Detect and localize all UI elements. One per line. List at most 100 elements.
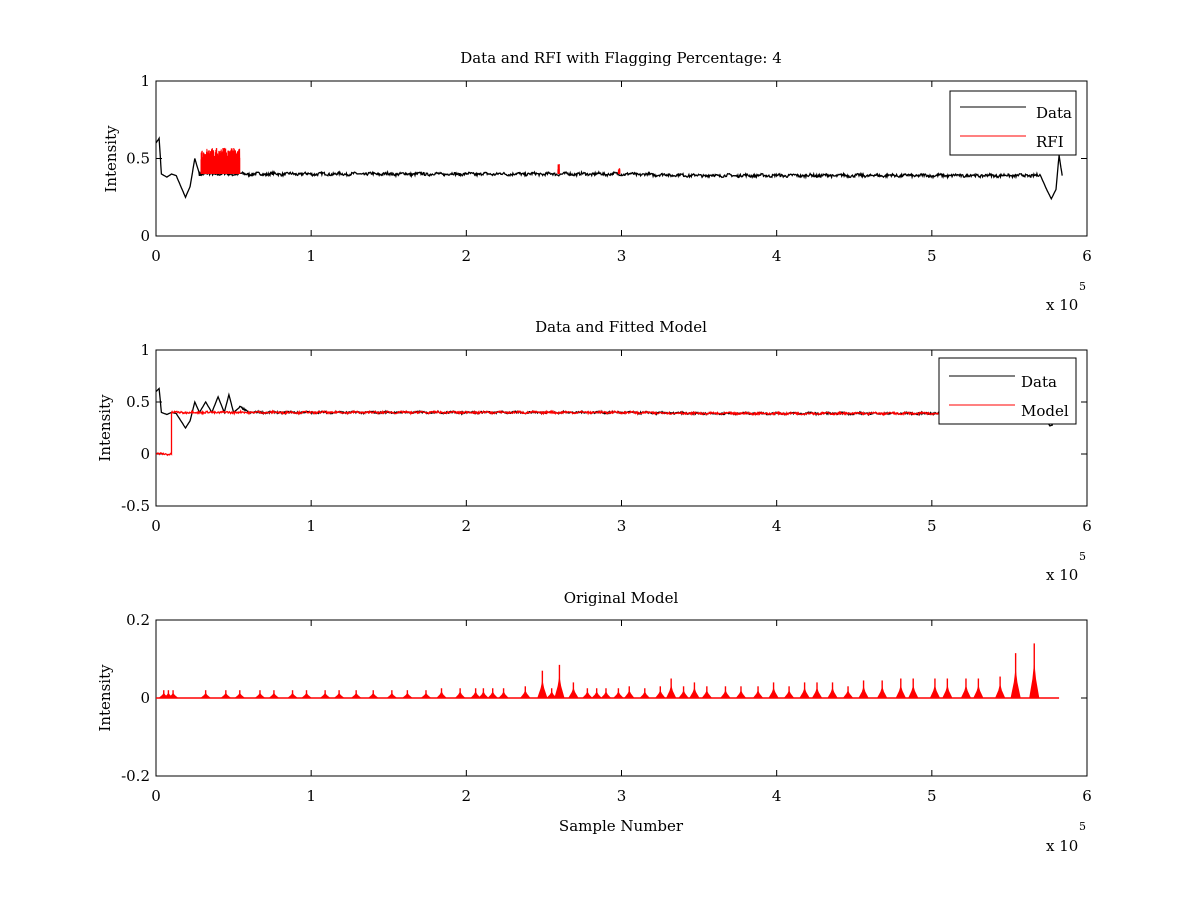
x-tick-label: 0 <box>151 517 161 535</box>
panel-2-legend: Data Model <box>938 357 1077 425</box>
legend-label-model: Model <box>1021 402 1069 420</box>
x-tick-label: 5 <box>927 787 937 805</box>
model-spike-cluster <box>973 684 984 699</box>
x-tick-label: 5 <box>927 517 937 535</box>
legend-box <box>938 357 1077 425</box>
legend-label-data: Data <box>1036 104 1072 122</box>
panel-3-plot: 0 1 2 3 4 5 6-0.200.2 <box>121 611 1092 805</box>
rfi-burst <box>557 164 560 175</box>
y-tick-label: 0 <box>140 227 150 245</box>
model-spike-cluster <box>319 692 331 699</box>
x-tick-label: 0 <box>151 247 161 265</box>
model-spike-cluster <box>752 690 764 699</box>
model-spike-cluster <box>487 691 499 699</box>
model-spike-cluster <box>1029 665 1040 699</box>
panel-1-ylabel: Intensity <box>102 125 120 193</box>
panel-3-x-exponent-base: x 10 <box>1046 837 1078 855</box>
model-spike-cluster <box>420 692 432 699</box>
model-spike-cluster <box>591 691 603 699</box>
model-spike-cluster <box>735 690 747 699</box>
model-spike-cluster <box>286 692 299 699</box>
model-spike-cluster <box>783 690 795 699</box>
model-spike-cluster <box>167 692 179 699</box>
y-tick-label: 0.2 <box>126 611 150 629</box>
y-tick-label: 0.5 <box>126 150 150 168</box>
y-tick-label: 0 <box>140 689 150 707</box>
y-tick-label: 1 <box>140 341 150 359</box>
x-tick-label: 6 <box>1082 247 1092 265</box>
x-tick-label: 3 <box>617 787 627 805</box>
model-spike-cluster <box>567 687 579 699</box>
model-spike-cluster <box>665 684 677 699</box>
model-spike-cluster <box>454 691 466 699</box>
model-spike-cluster <box>639 691 651 699</box>
model-spike-cluster <box>701 690 713 699</box>
model-spike-cluster <box>689 687 700 699</box>
model-spike-cluster <box>842 690 854 699</box>
model-series <box>155 409 964 457</box>
panel-1-legend: Data RFI <box>949 90 1077 156</box>
legend-label-data: Data <box>1021 373 1057 391</box>
x-tick-label: 3 <box>617 247 627 265</box>
panel-2-title: Data and Fitted Model <box>535 318 707 336</box>
panel-1-plot: 0 1 2 3 4 5 6 0 0.5 1 <box>126 72 1092 265</box>
rfi-burst <box>200 147 241 175</box>
x-tick-label: 3 <box>617 517 627 535</box>
model-spike-cluster <box>895 684 907 699</box>
model-spike-cluster <box>497 691 510 699</box>
x-tick-label: 2 <box>462 247 472 265</box>
x-tick-label: 6 <box>1082 517 1092 535</box>
model-spike-cluster <box>612 691 625 699</box>
model-spike-cluster <box>477 691 490 699</box>
model-spike-cluster <box>554 678 565 699</box>
x-tick-label: 0 <box>151 787 161 805</box>
model-spike-cluster <box>220 692 232 699</box>
model-spike-cluster <box>401 692 414 699</box>
model-spike-cluster <box>300 692 313 699</box>
rfi-burst <box>617 168 621 175</box>
model-spike-cluster <box>942 684 953 699</box>
model-spike-cluster <box>333 692 345 699</box>
model-spike-cluster <box>350 692 362 699</box>
x-tick-label: 1 <box>306 517 316 535</box>
x-tick-label: 4 <box>772 787 782 805</box>
panel-3-ylabel: Intensity <box>96 664 114 732</box>
model-spike-cluster <box>386 692 398 699</box>
panel-data-model: Data and Fitted Model Intensity 0 1 2 3 4 5 6 -… <box>96 318 1092 584</box>
y-tick-label: -0.5 <box>121 497 150 515</box>
model-spike-cluster <box>623 690 635 699</box>
model-spike-cluster <box>678 690 690 699</box>
model-spike-cluster <box>367 692 380 699</box>
panel-2-x-exponent-base: x 10 <box>1046 566 1078 584</box>
model-spike-cluster <box>254 692 266 699</box>
model-spike-cluster <box>581 691 593 699</box>
panel-3-title: Original Model <box>564 589 679 607</box>
panel-2-ylabel: Intensity <box>96 394 114 462</box>
model-spike-cluster <box>435 691 448 699</box>
model-spike-cluster <box>1010 671 1021 699</box>
legend-label-rfi: RFI <box>1036 133 1064 151</box>
panel-3-xlabel: Sample Number <box>559 817 684 835</box>
model-spike-cluster <box>799 687 811 699</box>
model-spike-cluster <box>233 692 246 699</box>
panel-3-x-exponent-power: 5 <box>1079 820 1086 833</box>
x-tick-label: 4 <box>772 247 782 265</box>
y-tick-label: -0.2 <box>121 767 150 785</box>
model-spike-cluster <box>719 690 731 699</box>
model-spike-cluster <box>768 687 779 699</box>
model-spike-cluster <box>907 684 919 699</box>
y-tick-label: 0.5 <box>126 393 150 411</box>
panel-2-x-exponent-power: 5 <box>1079 550 1086 563</box>
x-tick-label: 1 <box>306 247 316 265</box>
panel-1-x-exponent-base: x 10 <box>1046 296 1078 314</box>
panel-2-plot: 0 1 2 3 4 5 6-0.500.51 <box>121 341 1092 535</box>
model-spike-cluster <box>199 692 212 699</box>
y-tick-label: 1 <box>140 72 150 90</box>
model-spike-cluster <box>929 684 941 699</box>
panel-original-model: Original Model Intensity 0 1 2 3 4 5 6-0.200.2… <box>96 589 1092 855</box>
model-spike-cluster <box>960 684 972 699</box>
model-spike-cluster <box>537 681 548 699</box>
legend-box <box>949 90 1077 156</box>
y-tick-label: 0 <box>140 445 150 463</box>
model-spike-cluster <box>811 687 823 699</box>
